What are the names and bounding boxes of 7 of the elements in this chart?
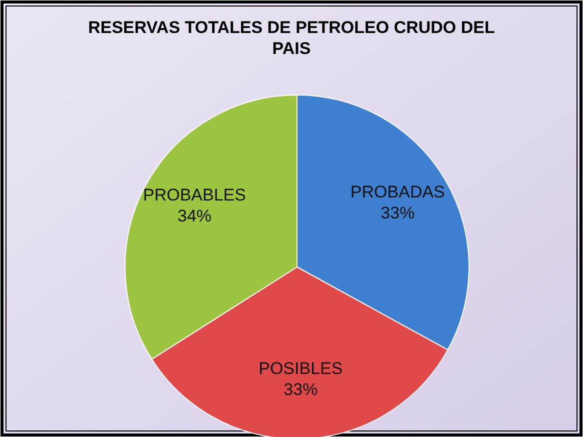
- data-label: 33%: [284, 380, 318, 399]
- data-label: 33%: [380, 203, 415, 222]
- slice-label: PROBADAS: [350, 182, 445, 202]
- slice-label: PROBABLES: [143, 186, 246, 205]
- chart-title: RESERVAS TOTALES DE PETROLEO CRUDO DEL PAIS: [88, 18, 495, 58]
- slice-label: POSIBLES: [258, 358, 343, 378]
- data-label: 34%: [177, 206, 212, 226]
